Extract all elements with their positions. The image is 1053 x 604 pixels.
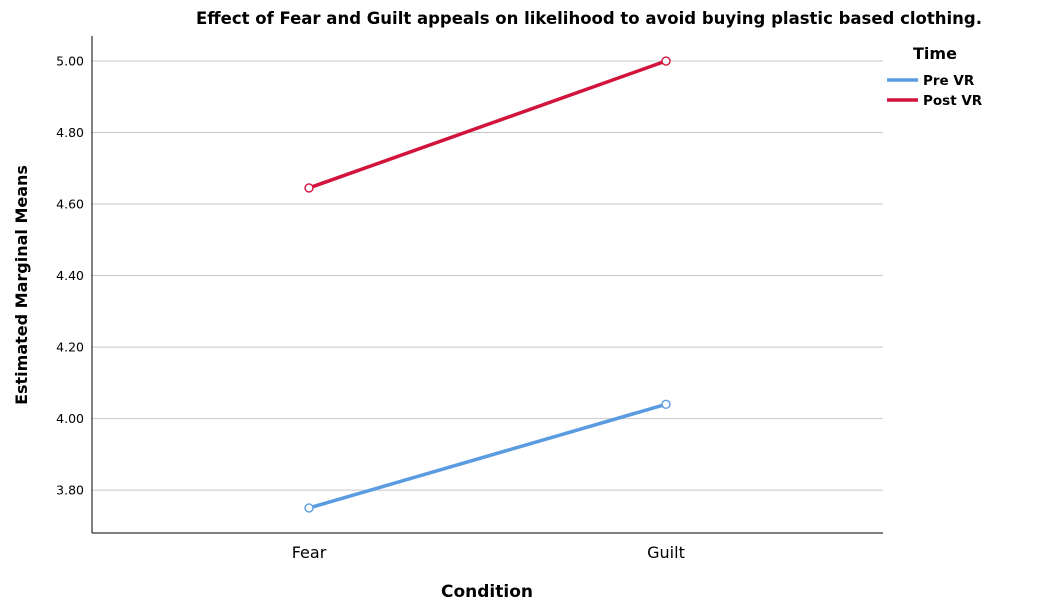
y-tick-label: 4.00 [56, 411, 84, 426]
grid-lines [92, 60, 883, 491]
legend-label: Post VR [923, 93, 983, 109]
x-axis-label: Condition [441, 582, 533, 602]
x-tick-label: Guilt [647, 543, 685, 562]
legend: Time Pre VR Post VR [887, 44, 983, 109]
y-tick-label: 3.80 [56, 483, 84, 498]
y-tick-labels: 3.80 4.00 4.20 4.40 4.60 4.80 5.00 [56, 54, 84, 498]
data-point [304, 183, 314, 193]
y-tick-label: 4.20 [56, 340, 84, 355]
x-tick-labels: Fear Guilt [292, 543, 685, 562]
legend-title: Time [913, 44, 957, 63]
y-tick-label: 4.60 [56, 197, 84, 212]
y-tick-label: 4.80 [56, 125, 84, 140]
series-line [307, 59, 668, 190]
data-point [661, 399, 671, 409]
plot-series [304, 56, 671, 513]
chart-title: Effect of Fear and Guilt appeals on like… [196, 9, 982, 28]
y-tick-label: 5.00 [56, 54, 84, 69]
x-tick-label: Fear [292, 543, 327, 562]
y-axis-label: Estimated Marginal Means [12, 165, 31, 405]
legend-label: Pre VR [923, 73, 975, 89]
series-line [307, 402, 668, 510]
data-point [661, 56, 671, 66]
y-tick-label: 4.40 [56, 268, 84, 283]
data-point [304, 503, 314, 513]
